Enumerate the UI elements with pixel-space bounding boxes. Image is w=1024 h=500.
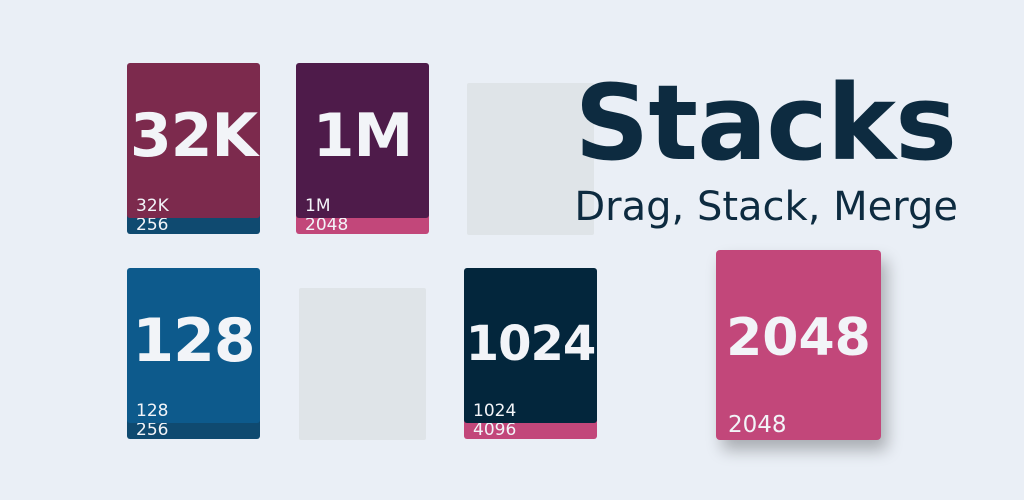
card-top[interactable]: 1M 1M bbox=[296, 63, 429, 218]
card-value-big: 1024 bbox=[465, 316, 597, 372]
card-value-big: 2048 bbox=[726, 308, 871, 368]
card-top[interactable]: 1024 1024 bbox=[464, 268, 597, 423]
card-value-small: 1024 bbox=[473, 401, 517, 421]
card-value-small: 2048 bbox=[728, 412, 787, 438]
card-value-big: 128 bbox=[132, 306, 255, 376]
card-value-big: 32K bbox=[130, 101, 258, 171]
card-value-small: 256 bbox=[136, 215, 169, 235]
card-top[interactable]: 32K 32K bbox=[127, 63, 260, 218]
card-value-small: 256 bbox=[136, 420, 169, 440]
empty-slot-5[interactable] bbox=[299, 288, 426, 440]
card-value-small: 1M bbox=[305, 196, 331, 216]
game-title: Stacks bbox=[574, 62, 957, 184]
card-value-small: 128 bbox=[136, 401, 169, 421]
card-value-small: 32K bbox=[136, 196, 169, 216]
card-value-small: 2048 bbox=[305, 215, 349, 235]
card-value-big: 1M bbox=[312, 101, 413, 171]
dragged-card[interactable]: 2048 2048 bbox=[716, 250, 881, 440]
card-value-small: 4096 bbox=[473, 420, 517, 440]
card-top[interactable]: 128 128 bbox=[127, 268, 260, 423]
empty-slot-3[interactable] bbox=[467, 83, 594, 235]
game-subtitle: Drag, Stack, Merge bbox=[574, 184, 958, 230]
